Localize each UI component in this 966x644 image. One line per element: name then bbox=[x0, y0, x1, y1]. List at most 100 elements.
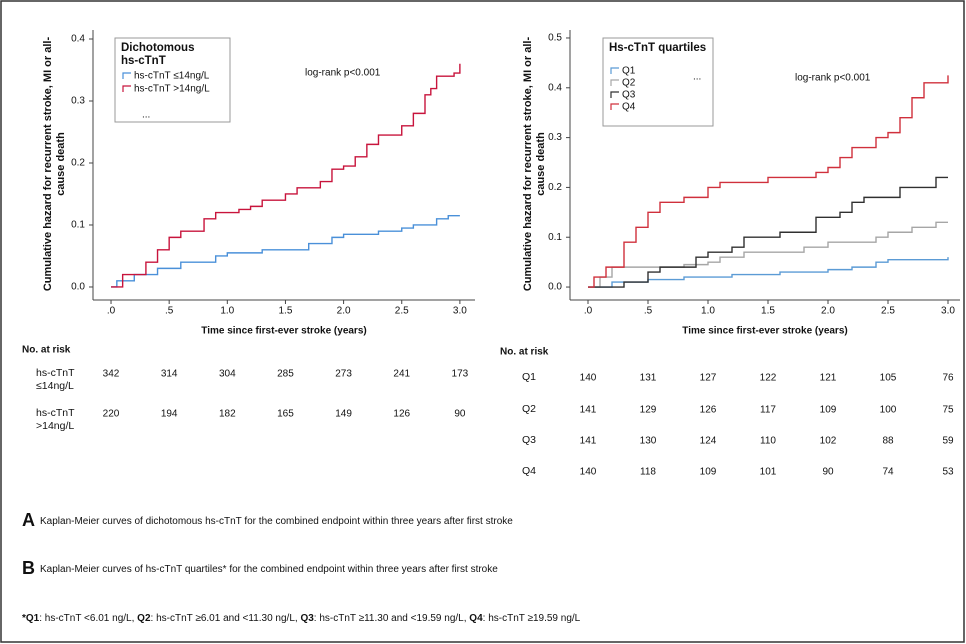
y-tick-label: 0.4 bbox=[71, 34, 85, 45]
x-tick-label: .5 bbox=[165, 306, 174, 317]
x-tick-label: 1.5 bbox=[761, 306, 775, 317]
risk-count: 165 bbox=[277, 409, 294, 420]
risk-count: 129 bbox=[640, 405, 657, 416]
risk-count: 314 bbox=[161, 369, 178, 380]
risk-count: 105 bbox=[880, 373, 897, 384]
risk-count: 220 bbox=[103, 409, 120, 420]
caption: B Kaplan-Meier curves of hs-cTnT quartile… bbox=[22, 558, 498, 578]
legend-swatch bbox=[610, 79, 619, 86]
risk-count: 109 bbox=[700, 467, 717, 478]
risk-count: 173 bbox=[452, 369, 469, 380]
footnote-key: Q4 bbox=[469, 613, 483, 624]
x-tick-label: 1.0 bbox=[220, 306, 234, 317]
legend-swatch bbox=[610, 91, 619, 98]
annotation: log-rank p<0.001 bbox=[305, 68, 381, 79]
risk-count: 304 bbox=[219, 369, 236, 380]
risk-row-label: Q4 bbox=[522, 465, 537, 477]
risk-count: 53 bbox=[942, 467, 954, 478]
risk-count: 194 bbox=[161, 409, 178, 420]
y-tick-label: 0.0 bbox=[71, 282, 85, 293]
legend-label: Q1 bbox=[622, 66, 636, 77]
risk-count: 102 bbox=[820, 436, 837, 447]
risk-count: 76 bbox=[942, 373, 954, 384]
footnote-text: : hs-cTnT ≥6.01 and <11.30 ng/L, bbox=[151, 613, 301, 624]
risk-count: 273 bbox=[335, 369, 352, 380]
legend-swatch bbox=[122, 72, 131, 79]
y-tick-label: 0.4 bbox=[548, 82, 562, 93]
risk-count: 117 bbox=[760, 405, 776, 416]
x-tick-label: 2.5 bbox=[395, 306, 409, 317]
risk-count: 59 bbox=[942, 436, 954, 447]
legend-swatch bbox=[122, 85, 131, 92]
caption-letter: B bbox=[22, 558, 35, 578]
annotation: log-rank p<0.001 bbox=[795, 73, 871, 84]
risk-table-title: No. at risk bbox=[500, 347, 549, 358]
legend-censored-label: ... bbox=[142, 110, 150, 121]
risk-count: 109 bbox=[820, 405, 837, 416]
y-axis-title: Cumulative hazard for recurrent stroke, … bbox=[522, 36, 547, 292]
y-axis-title: Cumulative hazard for recurrent stroke, … bbox=[42, 36, 67, 292]
x-tick-label: 3.0 bbox=[941, 306, 955, 317]
legend-swatch bbox=[610, 103, 619, 110]
risk-count: 90 bbox=[822, 467, 834, 478]
risk-count: 124 bbox=[700, 436, 717, 447]
risk-count: 126 bbox=[700, 405, 717, 416]
x-tick-label: 3.0 bbox=[453, 306, 467, 317]
y-tick-label: 0.0 bbox=[548, 282, 562, 293]
y-tick-label: 0.3 bbox=[548, 132, 562, 143]
x-tick-label: .0 bbox=[584, 306, 593, 317]
risk-count: 74 bbox=[882, 467, 894, 478]
x-axis-title: Time since first-ever stroke (years) bbox=[201, 326, 366, 337]
legend-box bbox=[602, 37, 714, 127]
risk-count: 121 bbox=[820, 373, 837, 384]
caption-text: Kaplan-Meier curves of dichotomous hs-cT… bbox=[40, 516, 513, 527]
km-curve bbox=[111, 214, 460, 288]
footnote-key: Q2 bbox=[137, 613, 151, 624]
legend-label: Q4 bbox=[622, 102, 636, 113]
legend-box bbox=[114, 37, 231, 123]
legend-label: Q3 bbox=[622, 90, 636, 101]
footnote-key: Q3 bbox=[300, 613, 314, 624]
risk-count: 131 bbox=[640, 373, 657, 384]
x-tick-label: 2.0 bbox=[821, 306, 835, 317]
km-curve bbox=[111, 63, 461, 288]
x-tick-label: .0 bbox=[107, 306, 116, 317]
y-tick-label: 0.5 bbox=[548, 33, 562, 44]
risk-count: 141 bbox=[580, 405, 597, 416]
km-curve bbox=[588, 176, 948, 288]
x-tick-label: 2.5 bbox=[881, 306, 895, 317]
risk-count: 122 bbox=[760, 373, 777, 384]
caption-letter: A bbox=[22, 510, 35, 530]
x-tick-label: 2.0 bbox=[337, 306, 351, 317]
risk-count: 127 bbox=[700, 373, 717, 384]
footnote: *Q1: hs-cTnT <6.01 ng/L, Q2: hs-cTnT ≥6.… bbox=[22, 613, 581, 624]
risk-row-label: hs-cTnT >14ng/L bbox=[36, 407, 75, 432]
x-tick-label: .5 bbox=[644, 306, 653, 317]
footnote-text: : hs-cTnT <6.01 ng/L, bbox=[39, 613, 137, 624]
footnote-key: *Q1 bbox=[22, 613, 40, 624]
risk-count: 285 bbox=[277, 369, 294, 380]
legend-label: hs-cTnT >14ng/L bbox=[134, 84, 210, 95]
risk-count: 130 bbox=[640, 436, 657, 447]
risk-row-label: hs-cTnT ≤14ng/L bbox=[36, 367, 75, 392]
risk-row-label: Q2 bbox=[522, 403, 537, 415]
legend-censored-label: ... bbox=[693, 72, 701, 83]
y-tick-label: 0.1 bbox=[71, 220, 85, 231]
x-tick-label: 1.0 bbox=[701, 306, 715, 317]
y-tick-label: 0.2 bbox=[71, 158, 85, 169]
x-axis-title: Time since first-ever stroke (years) bbox=[682, 326, 847, 337]
legend-swatch bbox=[610, 67, 619, 74]
legend-title: Hs-cTnT quartiles bbox=[609, 42, 707, 54]
risk-count: 100 bbox=[880, 405, 897, 416]
km-curve bbox=[588, 221, 948, 288]
risk-count: 88 bbox=[882, 436, 894, 447]
caption: A Kaplan-Meier curves of dichotomous hs-c… bbox=[22, 510, 513, 530]
risk-count: 140 bbox=[580, 467, 597, 478]
y-tick-label: 0.1 bbox=[548, 232, 562, 243]
risk-count: 182 bbox=[219, 409, 236, 420]
risk-count: 118 bbox=[640, 467, 656, 478]
footnote-text: : hs-cTnT ≥19.59 ng/L bbox=[483, 613, 581, 624]
risk-count: 110 bbox=[760, 436, 776, 447]
footnote-text: : hs-cTnT ≥11.30 and <19.59 ng/L, bbox=[314, 613, 470, 624]
